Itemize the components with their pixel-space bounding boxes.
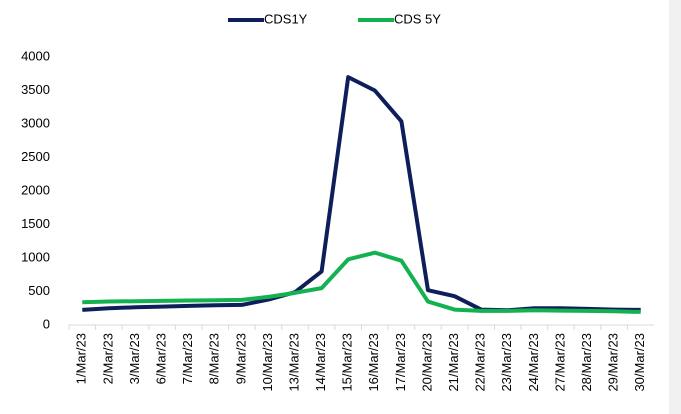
- y-tick-label: 3000: [21, 115, 50, 130]
- x-tick-label: 23/Mar/23: [499, 333, 514, 392]
- x-tick-label: 9/Mar/23: [233, 333, 248, 384]
- x-tick-label: 30/Mar/23: [632, 333, 647, 392]
- x-tick-label: 27/Mar/23: [552, 333, 567, 392]
- line-series: [82, 250, 641, 314]
- x-tick-label: 13/Mar/23: [286, 333, 301, 392]
- y-tick-label: 1000: [21, 249, 50, 264]
- y-tick-label: 2500: [21, 149, 50, 164]
- x-tick-label: 6/Mar/23: [154, 333, 169, 384]
- x-tick-label: 17/Mar/23: [393, 333, 408, 392]
- y-tick-label: 500: [28, 283, 50, 298]
- x-tick-label: 1/Mar/23: [74, 333, 89, 384]
- x-tick-label: 21/Mar/23: [446, 333, 461, 392]
- y-tick-label: 4000: [21, 48, 50, 63]
- line-series: [82, 75, 641, 313]
- x-tick-label: 20/Mar/23: [419, 333, 434, 392]
- x-tick-label: 14/Mar/23: [313, 333, 328, 392]
- side-strip: [669, 0, 681, 414]
- x-tick-label: 3/Mar/23: [127, 333, 142, 384]
- x-tick-label: 28/Mar/23: [579, 333, 594, 392]
- legend-label: CDS1Y: [264, 11, 308, 26]
- y-tick-label: 2000: [21, 182, 50, 197]
- x-tick-label: 10/Mar/23: [260, 333, 275, 392]
- x-tick-label: 16/Mar/23: [366, 333, 381, 392]
- y-tick-label: 1500: [21, 216, 50, 231]
- y-tick-label: 3500: [21, 82, 50, 97]
- legend-label: CDS 5Y: [394, 11, 441, 26]
- x-tick-label: 22/Mar/23: [473, 333, 488, 392]
- x-tick-label: 7/Mar/23: [180, 333, 195, 384]
- x-tick-label: 2/Mar/23: [100, 333, 115, 384]
- x-tick-label: 8/Mar/23: [207, 333, 222, 384]
- x-tick-label: 24/Mar/23: [526, 333, 541, 392]
- y-tick-label: 0: [43, 316, 50, 331]
- x-tick-label: 15/Mar/23: [340, 333, 355, 392]
- x-tick-label: 29/Mar/23: [606, 333, 621, 392]
